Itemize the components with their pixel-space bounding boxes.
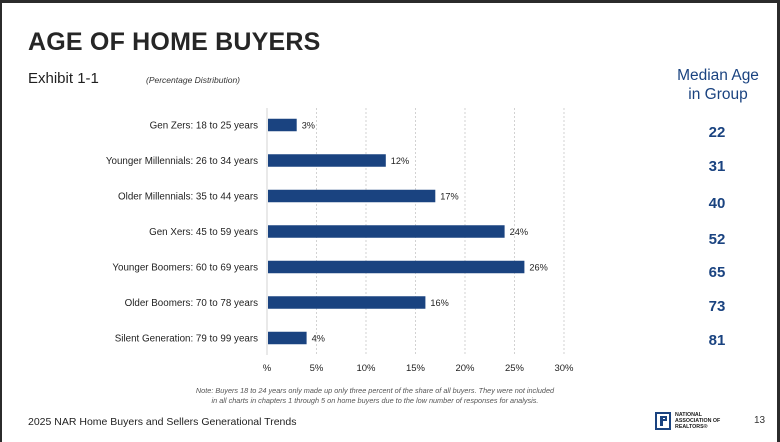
- category-label-5: Older Boomers: 70 to 78 years: [125, 298, 259, 309]
- frame-right-border: [777, 0, 780, 442]
- exhibit-label: Exhibit 1-1: [28, 70, 99, 87]
- category-label-4: Younger Boomers: 60 to 69 years: [112, 263, 258, 274]
- nar-logo-line3: REALTORS®: [675, 424, 708, 430]
- x-tick-label-25: 25%: [505, 363, 525, 374]
- category-label-0: Gen Zers: 18 to 25 years: [150, 121, 258, 132]
- bar-6: [268, 331, 307, 345]
- category-label-3: Gen Xers: 45 to 59 years: [149, 227, 258, 238]
- median-age-value-gen-x: 52: [708, 231, 726, 248]
- value-label-0: 3%: [302, 121, 315, 131]
- nar-logo-line1: NATIONAL: [675, 412, 702, 418]
- chart-subtitle: (Percentage Distribution): [146, 75, 241, 85]
- median-age-value-older-boomers: 73: [708, 298, 726, 315]
- nar-logo-text: NATIONAL ASSOCIATION OF REALTORS®: [675, 412, 720, 430]
- x-tick-label-20: 20%: [455, 363, 475, 374]
- category-label-2: Older Millennials: 35 to 44 years: [118, 192, 258, 203]
- value-label-2: 17%: [440, 192, 458, 202]
- category-label-6: Silent Generation: 79 to 99 years: [115, 334, 258, 345]
- bar-5: [268, 296, 426, 309]
- bar-0: [268, 118, 297, 132]
- chart-note-line2: in all charts in chapters 1 through 5 on…: [211, 395, 539, 405]
- bar-4: [268, 260, 525, 274]
- median-age-value-older-millennials: 40: [708, 195, 726, 212]
- chart-note-line1: Note: Buyers 18 to 24 years only made up…: [195, 386, 555, 395]
- frame-left-border: [0, 0, 2, 442]
- x-tick-label-10: 10%: [356, 363, 376, 374]
- frame-top-border: [0, 0, 780, 3]
- median-age-header-line1: Median Age: [677, 67, 759, 84]
- value-label-3: 24%: [510, 227, 528, 237]
- nar-logo: NATIONAL ASSOCIATION OF REALTORS®: [655, 411, 751, 433]
- median-age-value-silent-generation: 81: [708, 332, 726, 349]
- bar-2: [268, 189, 436, 203]
- page-title: AGE OF HOME BUYERS: [28, 28, 321, 56]
- x-tick-label-0: %: [263, 363, 272, 374]
- median-age-value-gen-z: 22: [708, 124, 726, 141]
- median-age-value-younger-boomers: 65: [708, 264, 726, 281]
- bar-3: [268, 225, 505, 238]
- median-age-header-line2: in Group: [688, 86, 748, 103]
- footer-report-title: 2025 NAR Home Buyers and Sellers Generat…: [28, 416, 297, 428]
- x-tick-label-5: 5%: [310, 363, 324, 374]
- value-label-1: 12%: [391, 156, 409, 166]
- x-tick-label-15: 15%: [406, 363, 426, 374]
- value-label-5: 16%: [430, 298, 448, 308]
- realtor-r-icon: [655, 412, 671, 430]
- median-age-value-younger-millennials: 31: [708, 158, 726, 175]
- bar-1: [268, 154, 386, 167]
- chart-note: Note: Buyers 18 to 24 years only made up…: [120, 386, 630, 405]
- value-label-6: 4%: [312, 334, 325, 344]
- value-label-4: 26%: [529, 263, 547, 273]
- category-label-1: Younger Millennials: 26 to 34 years: [106, 156, 258, 167]
- x-tick-label-30: 30%: [554, 363, 574, 374]
- nar-logo-line2: ASSOCIATION OF: [675, 418, 721, 424]
- median-age-header: Median Age in Group: [664, 66, 772, 104]
- page-number: 13: [754, 415, 766, 426]
